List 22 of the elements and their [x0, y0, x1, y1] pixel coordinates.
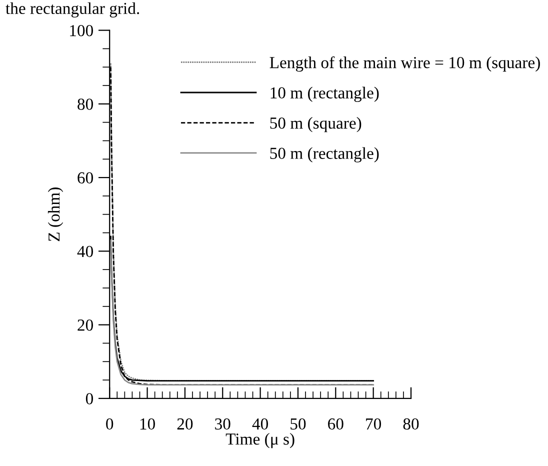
- legend-label: Length of the main wire = 10 m (square): [270, 56, 540, 72]
- y-tick-label: 20: [78, 320, 93, 331]
- legend-label: 50 m (square): [270, 117, 362, 132]
- x-tick-label: 40: [252, 418, 268, 430]
- x-tick-label: 10: [140, 418, 155, 430]
- text: the rectangular grid.: [6, 2, 140, 18]
- x-tick-label: 60: [328, 418, 344, 430]
- y-tick-label: 40: [77, 246, 93, 258]
- x-tick-label: 80: [403, 418, 419, 430]
- y-tick-label: 100: [70, 24, 93, 36]
- y-tick-label: 0: [86, 393, 93, 404]
- legend-label: 10 m (rectangle): [270, 86, 379, 102]
- x-axis-title: Time (μ s): [226, 432, 294, 448]
- legend-label: 50 m (rectangle): [270, 147, 379, 162]
- y-axis-title: Z (ohm): [48, 188, 64, 242]
- x-tick-label: 30: [215, 418, 230, 430]
- y-tick-label: 80: [78, 98, 93, 110]
- x-tick-label: 50: [290, 418, 306, 430]
- x-tick-label: 70: [366, 418, 382, 430]
- x-tick-label: 20: [177, 418, 193, 430]
- y-tick-label: 60: [78, 172, 93, 184]
- x-tick-label: 0: [106, 418, 114, 430]
